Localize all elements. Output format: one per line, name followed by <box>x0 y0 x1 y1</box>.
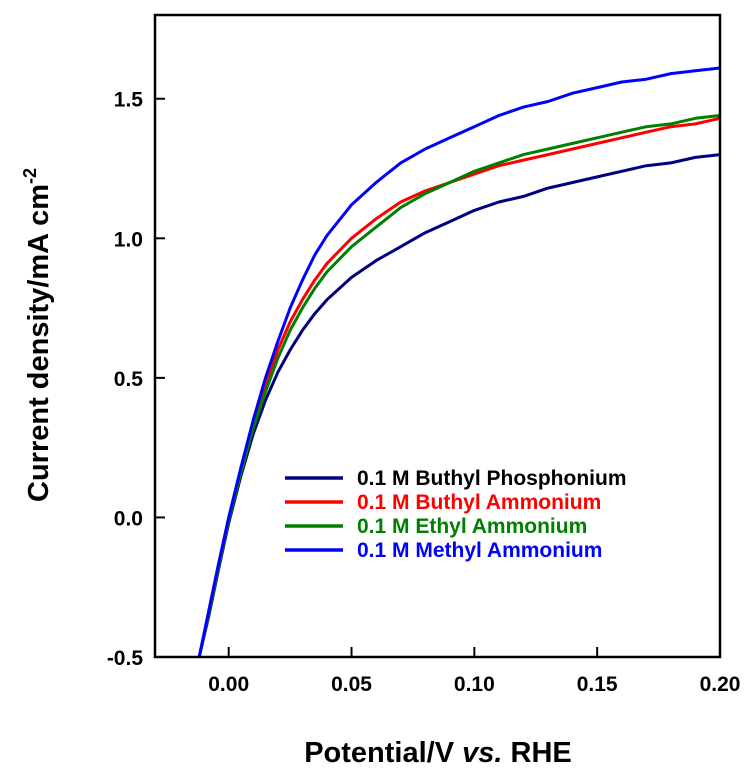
legend-label: 0.1 M Buthyl Ammonium <box>357 491 601 514</box>
x-axis: 0.00 0.05 0.10 0.15 0.20 <box>208 647 740 696</box>
y-tick-label: 1.0 <box>114 228 143 251</box>
legend-label: 0.1 M Ethyl Ammonium <box>357 515 587 538</box>
y-tick-label: -0.5 <box>107 647 144 670</box>
x-tick-label: 0.20 <box>700 673 741 696</box>
legend-label: 0.1 M Methyl Ammonium <box>357 539 602 562</box>
y-axis-title-main: Current density/mA cm <box>23 184 55 502</box>
y-axis: -0.5 0.0 0.5 1.0 1.5 <box>107 89 165 670</box>
series-line-3 <box>197 114 721 658</box>
x-tick-label: 0.00 <box>208 673 249 696</box>
x-tick-label: 0.15 <box>577 673 618 696</box>
y-axis-title: Current density/mA cm-2 <box>20 168 55 502</box>
x-axis-title-italic: vs. <box>462 737 502 769</box>
x-tick-label: 0.10 <box>454 673 495 696</box>
x-tick-label: 0.05 <box>331 673 372 696</box>
x-axis-title-post: RHE <box>502 737 571 769</box>
y-tick-label: 0.0 <box>114 507 143 530</box>
plot-frame <box>153 13 722 659</box>
series-lines <box>197 66 721 658</box>
x-axis-title-pre: Potential/V <box>304 737 462 769</box>
y-axis-title-sup: -2 <box>20 168 40 184</box>
x-axis-title: Potential/V vs. RHE <box>304 737 572 769</box>
series-line-1 <box>197 153 721 658</box>
series-line-4 <box>197 66 721 658</box>
y-tick-label: 1.5 <box>114 89 144 112</box>
legend-label: 0.1 M Buthyl Phosphonium <box>357 467 627 490</box>
series-line-2 <box>197 116 721 658</box>
y-tick-label: 0.5 <box>114 368 144 391</box>
